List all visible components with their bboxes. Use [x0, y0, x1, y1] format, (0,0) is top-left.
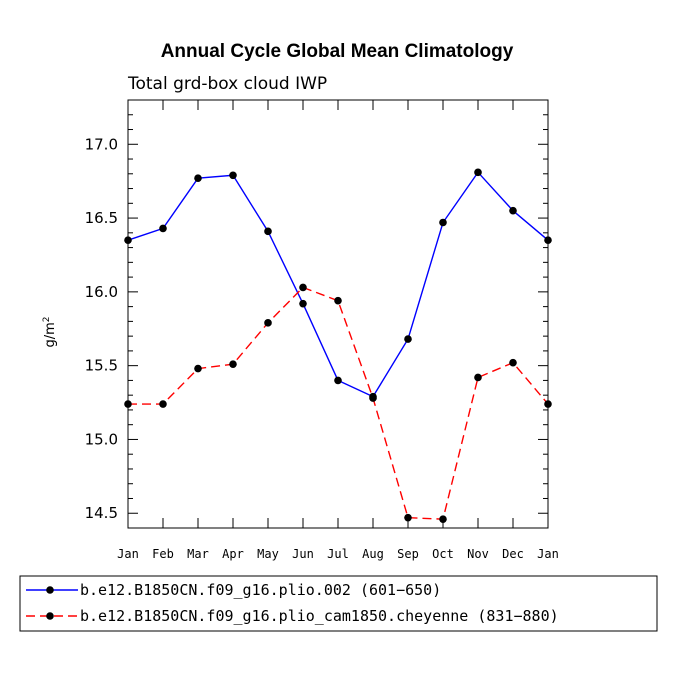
series-2-point	[439, 515, 447, 523]
series-1-point	[194, 174, 202, 183]
y-tick-label: 15.5	[85, 357, 118, 375]
y-axis-label-superscript: 2	[42, 316, 52, 322]
x-tick-label: Jan	[537, 547, 559, 561]
legend-items: b.e12.B1850CN.f09_g16.plio.002 (601−650)…	[26, 581, 559, 625]
series-1-point	[229, 171, 237, 180]
y-axis-label: g/m2	[42, 316, 58, 347]
series-2-point	[159, 400, 167, 408]
series-1-point	[124, 236, 132, 245]
series-2-point	[264, 319, 272, 327]
series-1-point	[544, 236, 552, 245]
x-tick-label: Aug	[362, 547, 384, 561]
series-1-point	[509, 206, 517, 215]
x-tick-label: Mar	[187, 547, 209, 561]
x-tick-label: Apr	[222, 547, 244, 561]
x-axis: Jan Feb Mar Apr May Jun Jul Aug Sep Oct Nov Dec Jan	[117, 100, 559, 561]
x-tick-label: Sep	[397, 547, 419, 561]
y-tick-label: 16.0	[85, 283, 118, 301]
series-2-point	[229, 360, 237, 368]
series-2-point	[404, 513, 412, 522]
series-2-point	[474, 373, 482, 382]
series-2-point	[299, 283, 307, 292]
series-2-point	[124, 400, 132, 408]
legend-label-1: b.e12.B1850CN.f09_g16.plio.002 (601−650)	[80, 581, 441, 599]
series-1-point	[474, 168, 482, 177]
series-1-point	[159, 224, 167, 233]
series-1-point	[334, 376, 342, 385]
y-tick-label: 14.5	[85, 504, 118, 522]
y-axis-label-text: g/m	[43, 322, 58, 347]
series-2-point	[544, 400, 552, 408]
x-tick-label: Feb	[152, 547, 174, 561]
y-tick-label: 17.0	[85, 135, 118, 153]
series-line-1	[127, 171, 549, 398]
x-tick-label: May	[257, 547, 279, 561]
series-1-point	[404, 335, 412, 343]
series-layer	[124, 168, 552, 523]
x-tick-label: Jun	[292, 547, 314, 561]
x-tick-label: Jan	[117, 547, 139, 561]
chart-title: Annual Cycle Global Mean Climatology	[161, 41, 514, 62]
series-2-point	[194, 364, 202, 373]
x-tick-label: Dec	[502, 547, 524, 561]
series-1-point	[299, 299, 307, 308]
chart-subtitle: Total grd-box cloud IWP	[127, 74, 327, 94]
legend-box	[19, 575, 658, 632]
legend-label-2: b.e12.B1850CN.f09_g16.plio_cam1850.cheye…	[80, 607, 559, 625]
legend-marker-1	[46, 586, 54, 594]
series-1-point	[439, 218, 447, 227]
y-tick-label: 16.5	[85, 209, 118, 227]
x-tick-label: Oct	[432, 547, 454, 561]
y-tick-label: 15.0	[85, 430, 118, 448]
x-tick-label: Nov	[467, 547, 489, 561]
x-tick-label: Jul	[327, 547, 349, 561]
series-line-2	[128, 286, 549, 520]
series-2-point	[334, 296, 342, 305]
plot-frame	[127, 99, 549, 529]
legend: b.e12.B1850CN.f09_g16.plio.002 (601−650)…	[19, 575, 658, 632]
series-2-point	[369, 394, 377, 402]
plot-area	[127, 99, 549, 529]
y-axis: 14.5 15.0 15.5 16.0 16.5 17.0	[85, 99, 548, 529]
series-2-point	[509, 358, 517, 367]
legend-marker-2	[46, 612, 54, 620]
series-1-point	[264, 227, 272, 236]
